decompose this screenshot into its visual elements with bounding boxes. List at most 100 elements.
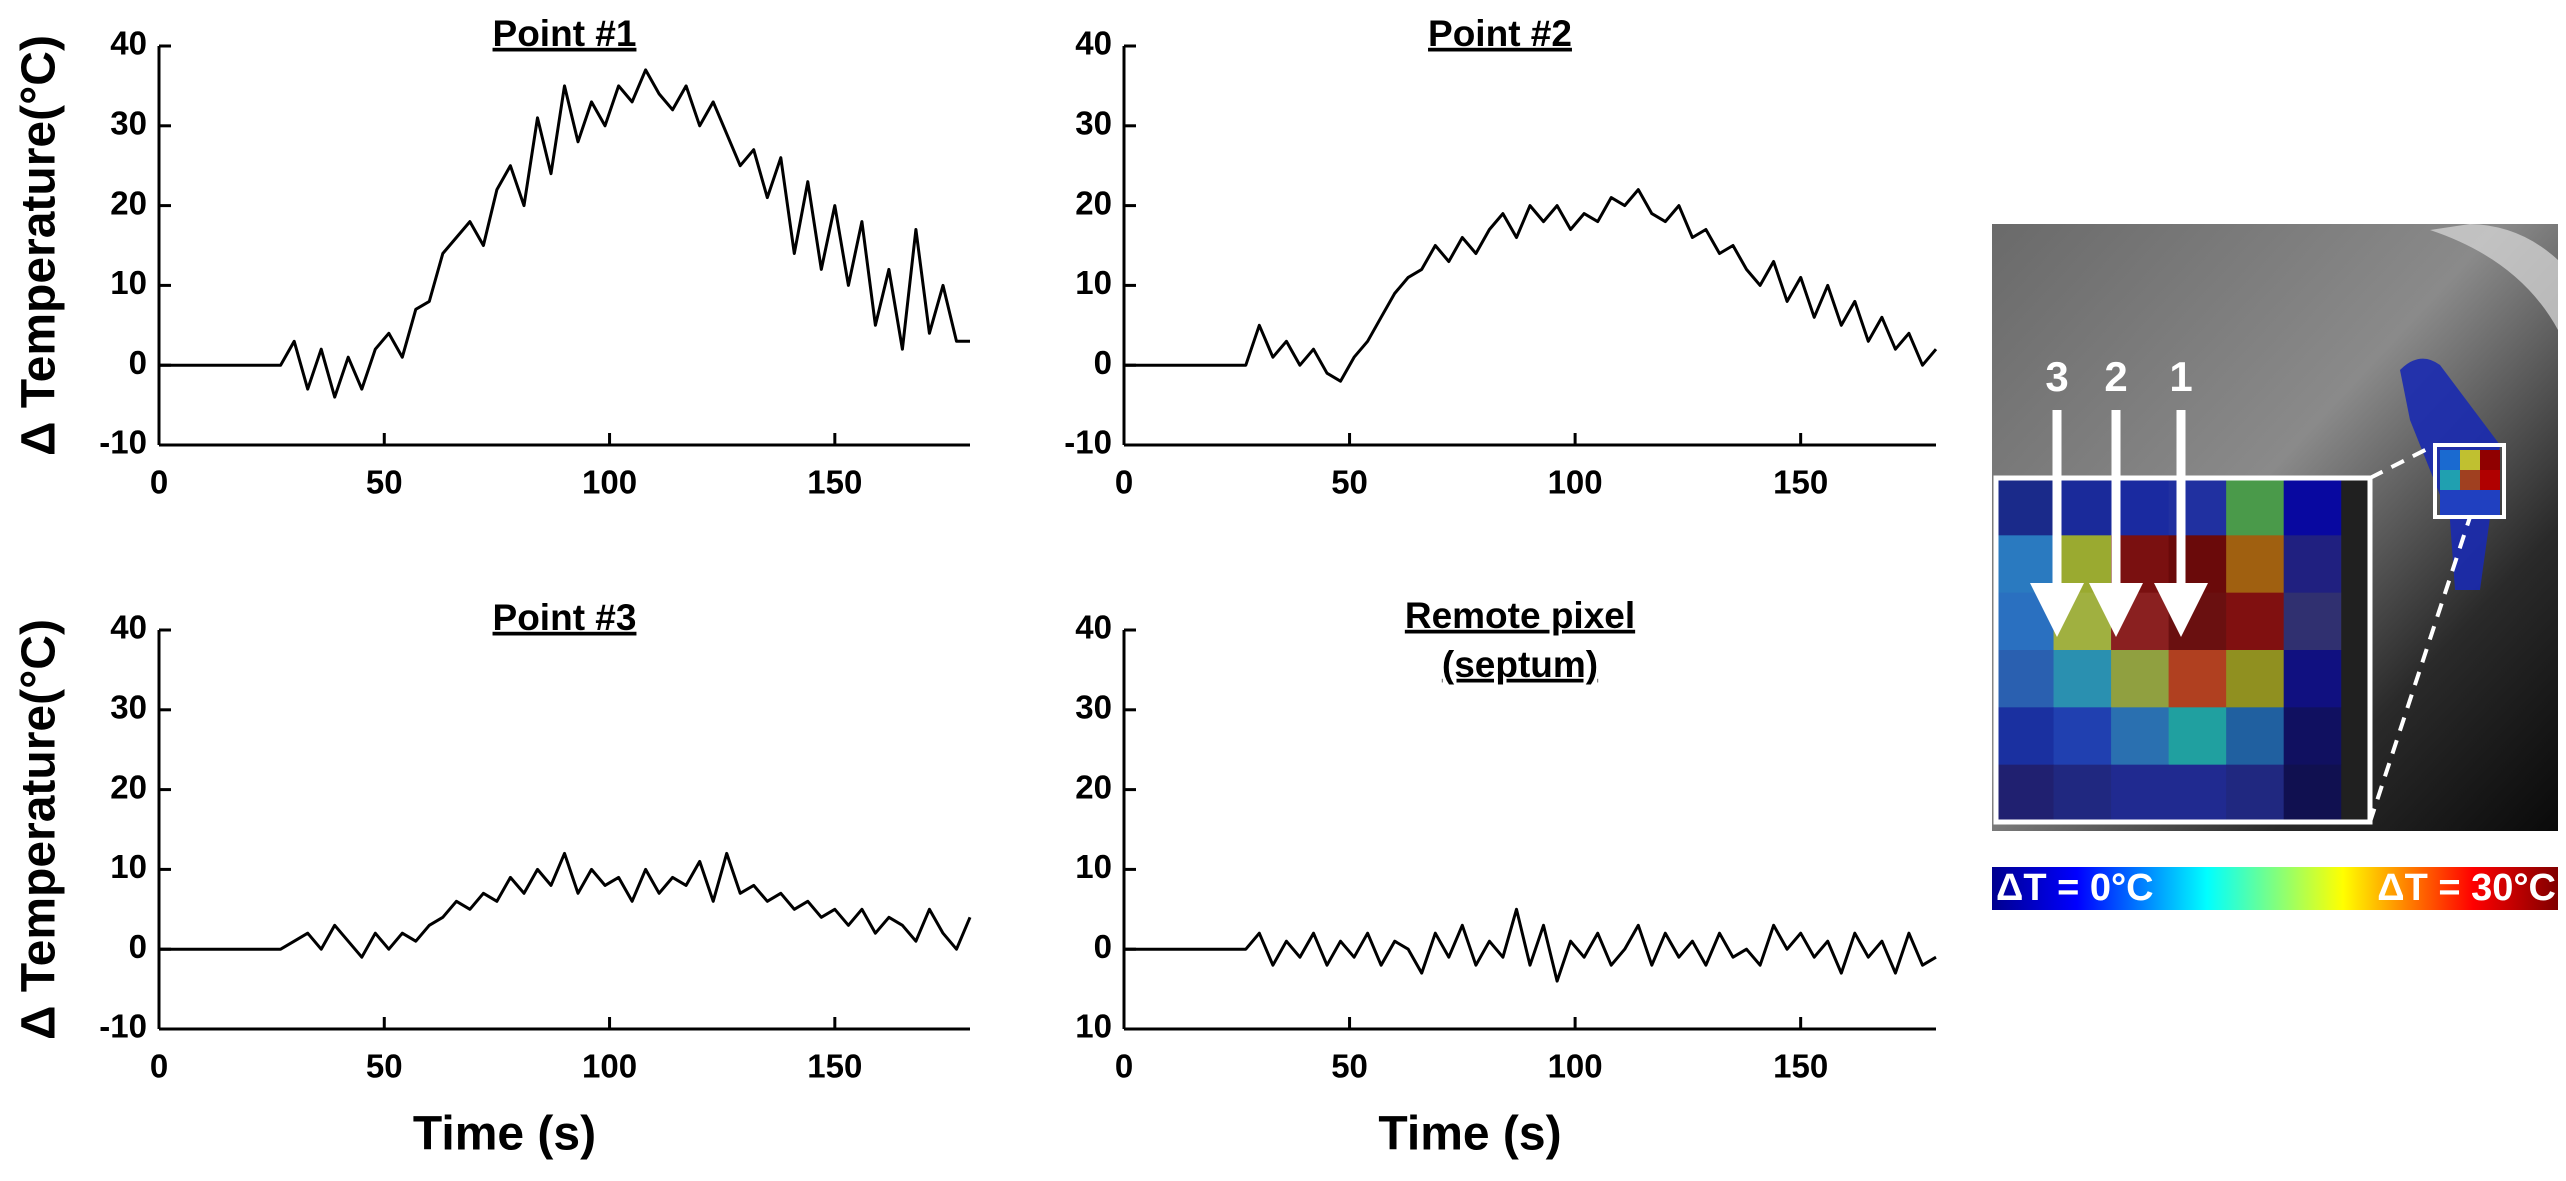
y-axis-label: Δ Temperature(°C) bbox=[13, 619, 66, 1040]
chart-title: Point #3 bbox=[493, 597, 637, 638]
data-line bbox=[1124, 188, 1938, 383]
inset-pixel bbox=[2053, 592, 2112, 651]
x-axis-label: Time (s) bbox=[1378, 1108, 1561, 1161]
data-line bbox=[159, 851, 972, 959]
y-tick-label: 0 bbox=[1094, 928, 1112, 965]
y-tick-label: 0 bbox=[129, 344, 147, 381]
zoom-line bbox=[2368, 516, 2472, 823]
inset-pixel bbox=[2341, 478, 2370, 536]
y-tick-label: 10 bbox=[1075, 264, 1112, 301]
y-tick-label: -10 bbox=[99, 1008, 147, 1045]
colorbar bbox=[1992, 867, 2558, 910]
inset-pixel bbox=[2283, 764, 2342, 823]
y-tick-label: 0 bbox=[1094, 344, 1112, 381]
image-panel: 3 2 1 ΔT = 0°C ΔT = 30°C bbox=[1992, 224, 2558, 910]
y-tick-label: 40 bbox=[1075, 609, 1112, 646]
x-axis-label: Time (s) bbox=[413, 1108, 596, 1161]
y-tick-label: 20 bbox=[110, 184, 147, 221]
inset-pixel bbox=[2341, 707, 2370, 766]
data-line bbox=[159, 68, 970, 399]
inset-pixel bbox=[1996, 707, 2055, 766]
inset-pixel bbox=[2053, 650, 2112, 708]
inset-pixel bbox=[1996, 650, 2055, 708]
inset-pixel bbox=[2341, 592, 2370, 651]
colorbar-min-label: ΔT = 0°C bbox=[1996, 867, 2154, 909]
y-tick-label: 10 bbox=[110, 264, 147, 301]
inset-pixel bbox=[2226, 592, 2285, 651]
inset-pixel bbox=[2111, 707, 2170, 766]
inset-pixel bbox=[2226, 535, 2285, 594]
inset-pixel bbox=[2168, 764, 2227, 823]
x-tick-label: 100 bbox=[1548, 464, 1603, 501]
inset-pixel bbox=[2168, 650, 2227, 708]
inset-pixel bbox=[2283, 592, 2342, 651]
inset-pixel bbox=[2283, 478, 2342, 536]
arrow-label: 3 bbox=[2045, 353, 2068, 400]
inset-pixel bbox=[2111, 478, 2170, 536]
inset-pixel bbox=[2341, 535, 2370, 594]
inset-pixel bbox=[1996, 535, 2055, 594]
inset-pixel bbox=[1996, 592, 2055, 651]
bright-region bbox=[2430, 224, 2558, 330]
chart-title: Point #1 bbox=[493, 13, 637, 54]
arrow-label: 2 bbox=[2104, 353, 2127, 400]
inset-pixel bbox=[1996, 478, 2055, 536]
y-tick-label: 40 bbox=[1075, 25, 1112, 62]
x-tick-label: 150 bbox=[1773, 464, 1828, 501]
y-tick-label: 20 bbox=[1075, 768, 1112, 805]
x-tick-label: 0 bbox=[1115, 464, 1133, 501]
arrow-label: 1 bbox=[2169, 353, 2192, 400]
y-tick-label: 30 bbox=[110, 105, 147, 142]
y-axis-label: Δ Temperature(°C) bbox=[13, 35, 66, 456]
y-tick-label: -10 bbox=[99, 424, 147, 461]
y-tick-label: 10 bbox=[1075, 1008, 1112, 1045]
y-tick-label: 20 bbox=[110, 768, 147, 805]
x-tick-label: 100 bbox=[1548, 1048, 1603, 1085]
inset-pixel bbox=[2283, 650, 2342, 708]
inset-pixel bbox=[2283, 707, 2342, 766]
chart-title: Remote pixel bbox=[1405, 595, 1635, 636]
y-tick-label: 30 bbox=[110, 689, 147, 726]
y-tick-label: 10 bbox=[1075, 848, 1112, 885]
y-tick-label: 20 bbox=[1075, 184, 1112, 221]
y-tick-label: 30 bbox=[1075, 105, 1112, 142]
x-tick-label: 0 bbox=[150, 1048, 168, 1085]
inset-pixel bbox=[2168, 707, 2227, 766]
x-tick-label: 50 bbox=[1331, 1048, 1368, 1085]
zoom-line bbox=[2369, 443, 2436, 480]
inset-pixel bbox=[2053, 707, 2112, 766]
inset-pixel bbox=[2111, 650, 2170, 708]
x-tick-label: 50 bbox=[366, 1048, 403, 1085]
colorbar-max-label: ΔT = 30°C bbox=[2377, 867, 2556, 909]
x-tick-label: 150 bbox=[807, 1048, 862, 1085]
y-tick-label: 40 bbox=[110, 25, 147, 62]
chart-title: Point #2 bbox=[1428, 13, 1572, 54]
x-tick-label: 150 bbox=[1773, 1048, 1828, 1085]
x-tick-label: 50 bbox=[366, 464, 403, 501]
data-line bbox=[1124, 907, 1937, 983]
inset-pixel bbox=[2341, 650, 2370, 708]
y-tick-label: 30 bbox=[1075, 689, 1112, 726]
inset-pixel bbox=[2111, 764, 2170, 823]
inset-pixel bbox=[2053, 764, 2112, 823]
inset-pixel bbox=[2226, 478, 2285, 536]
x-tick-label: 100 bbox=[582, 1048, 637, 1085]
inset-pixel bbox=[2053, 535, 2112, 594]
x-tick-label: 50 bbox=[1331, 464, 1368, 501]
inset-pixel bbox=[2226, 764, 2285, 823]
x-tick-label: 150 bbox=[807, 464, 862, 501]
y-tick-label: -10 bbox=[1064, 424, 1112, 461]
inset-pixel bbox=[2283, 535, 2342, 594]
inset-pixel bbox=[2341, 764, 2370, 823]
x-tick-label: 0 bbox=[150, 464, 168, 501]
inset-pixel bbox=[2226, 707, 2285, 766]
x-tick-label: 0 bbox=[1115, 1048, 1133, 1085]
inset-pixel bbox=[1996, 764, 2055, 823]
y-tick-label: 40 bbox=[110, 609, 147, 646]
zoom-box bbox=[2433, 443, 2506, 519]
chart-title: (septum) bbox=[1442, 644, 1598, 685]
y-tick-label: 0 bbox=[129, 928, 147, 965]
